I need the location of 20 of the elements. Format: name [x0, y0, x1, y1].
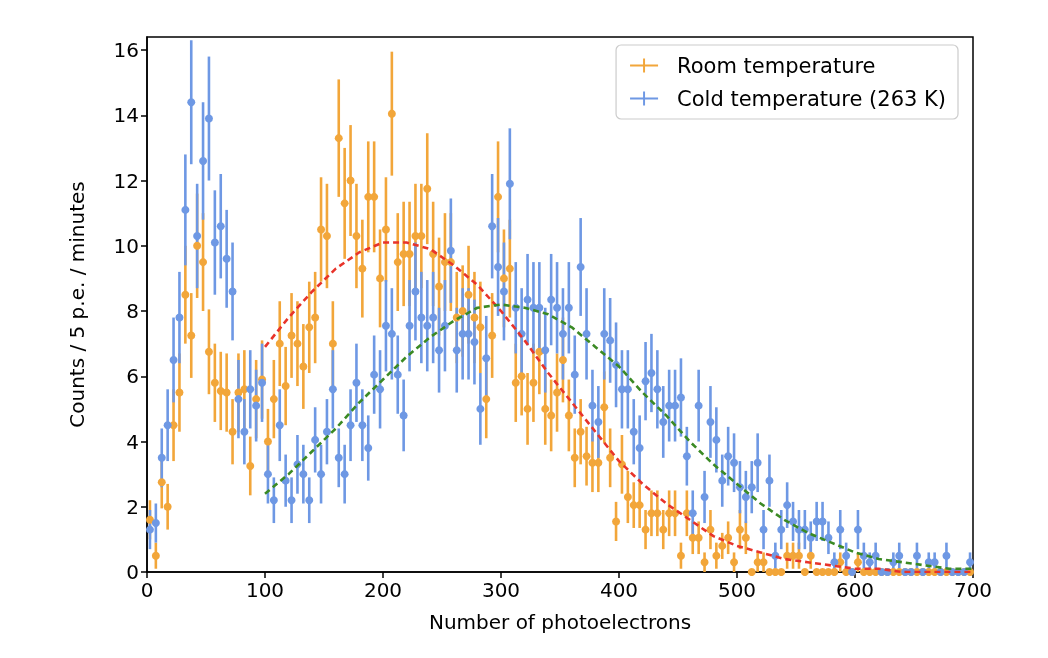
y-tick-label: 10 [113, 233, 139, 258]
x-tick-label: 700 [953, 578, 993, 602]
y-tick-label: 2 [126, 494, 139, 519]
x-tick-label: 500 [717, 578, 757, 602]
y-tick-label: 14 [113, 103, 139, 128]
x-tick-label: 600 [835, 578, 875, 602]
x-axis-title: Number of photoelectrons [428, 610, 692, 634]
legend-label: Cold temperature (263 K) [677, 86, 947, 111]
x-tick-label: 400 [599, 578, 639, 602]
y-axis-title: Counts / 5 p.e. / minutes [65, 181, 89, 428]
x-tick-label: 300 [481, 578, 521, 602]
y-tick-label: 8 [126, 299, 139, 324]
y-tick-label: 4 [126, 429, 139, 454]
y-tick-label: 12 [113, 168, 139, 193]
y-tick-label: 16 [113, 38, 139, 63]
legend-label: Room temperature [677, 53, 876, 78]
y-tick-label: 6 [126, 364, 139, 389]
x-tick-label: 100 [245, 578, 285, 602]
y-tick-label: 0 [126, 560, 139, 584]
x-tick-label: 200 [363, 578, 403, 602]
